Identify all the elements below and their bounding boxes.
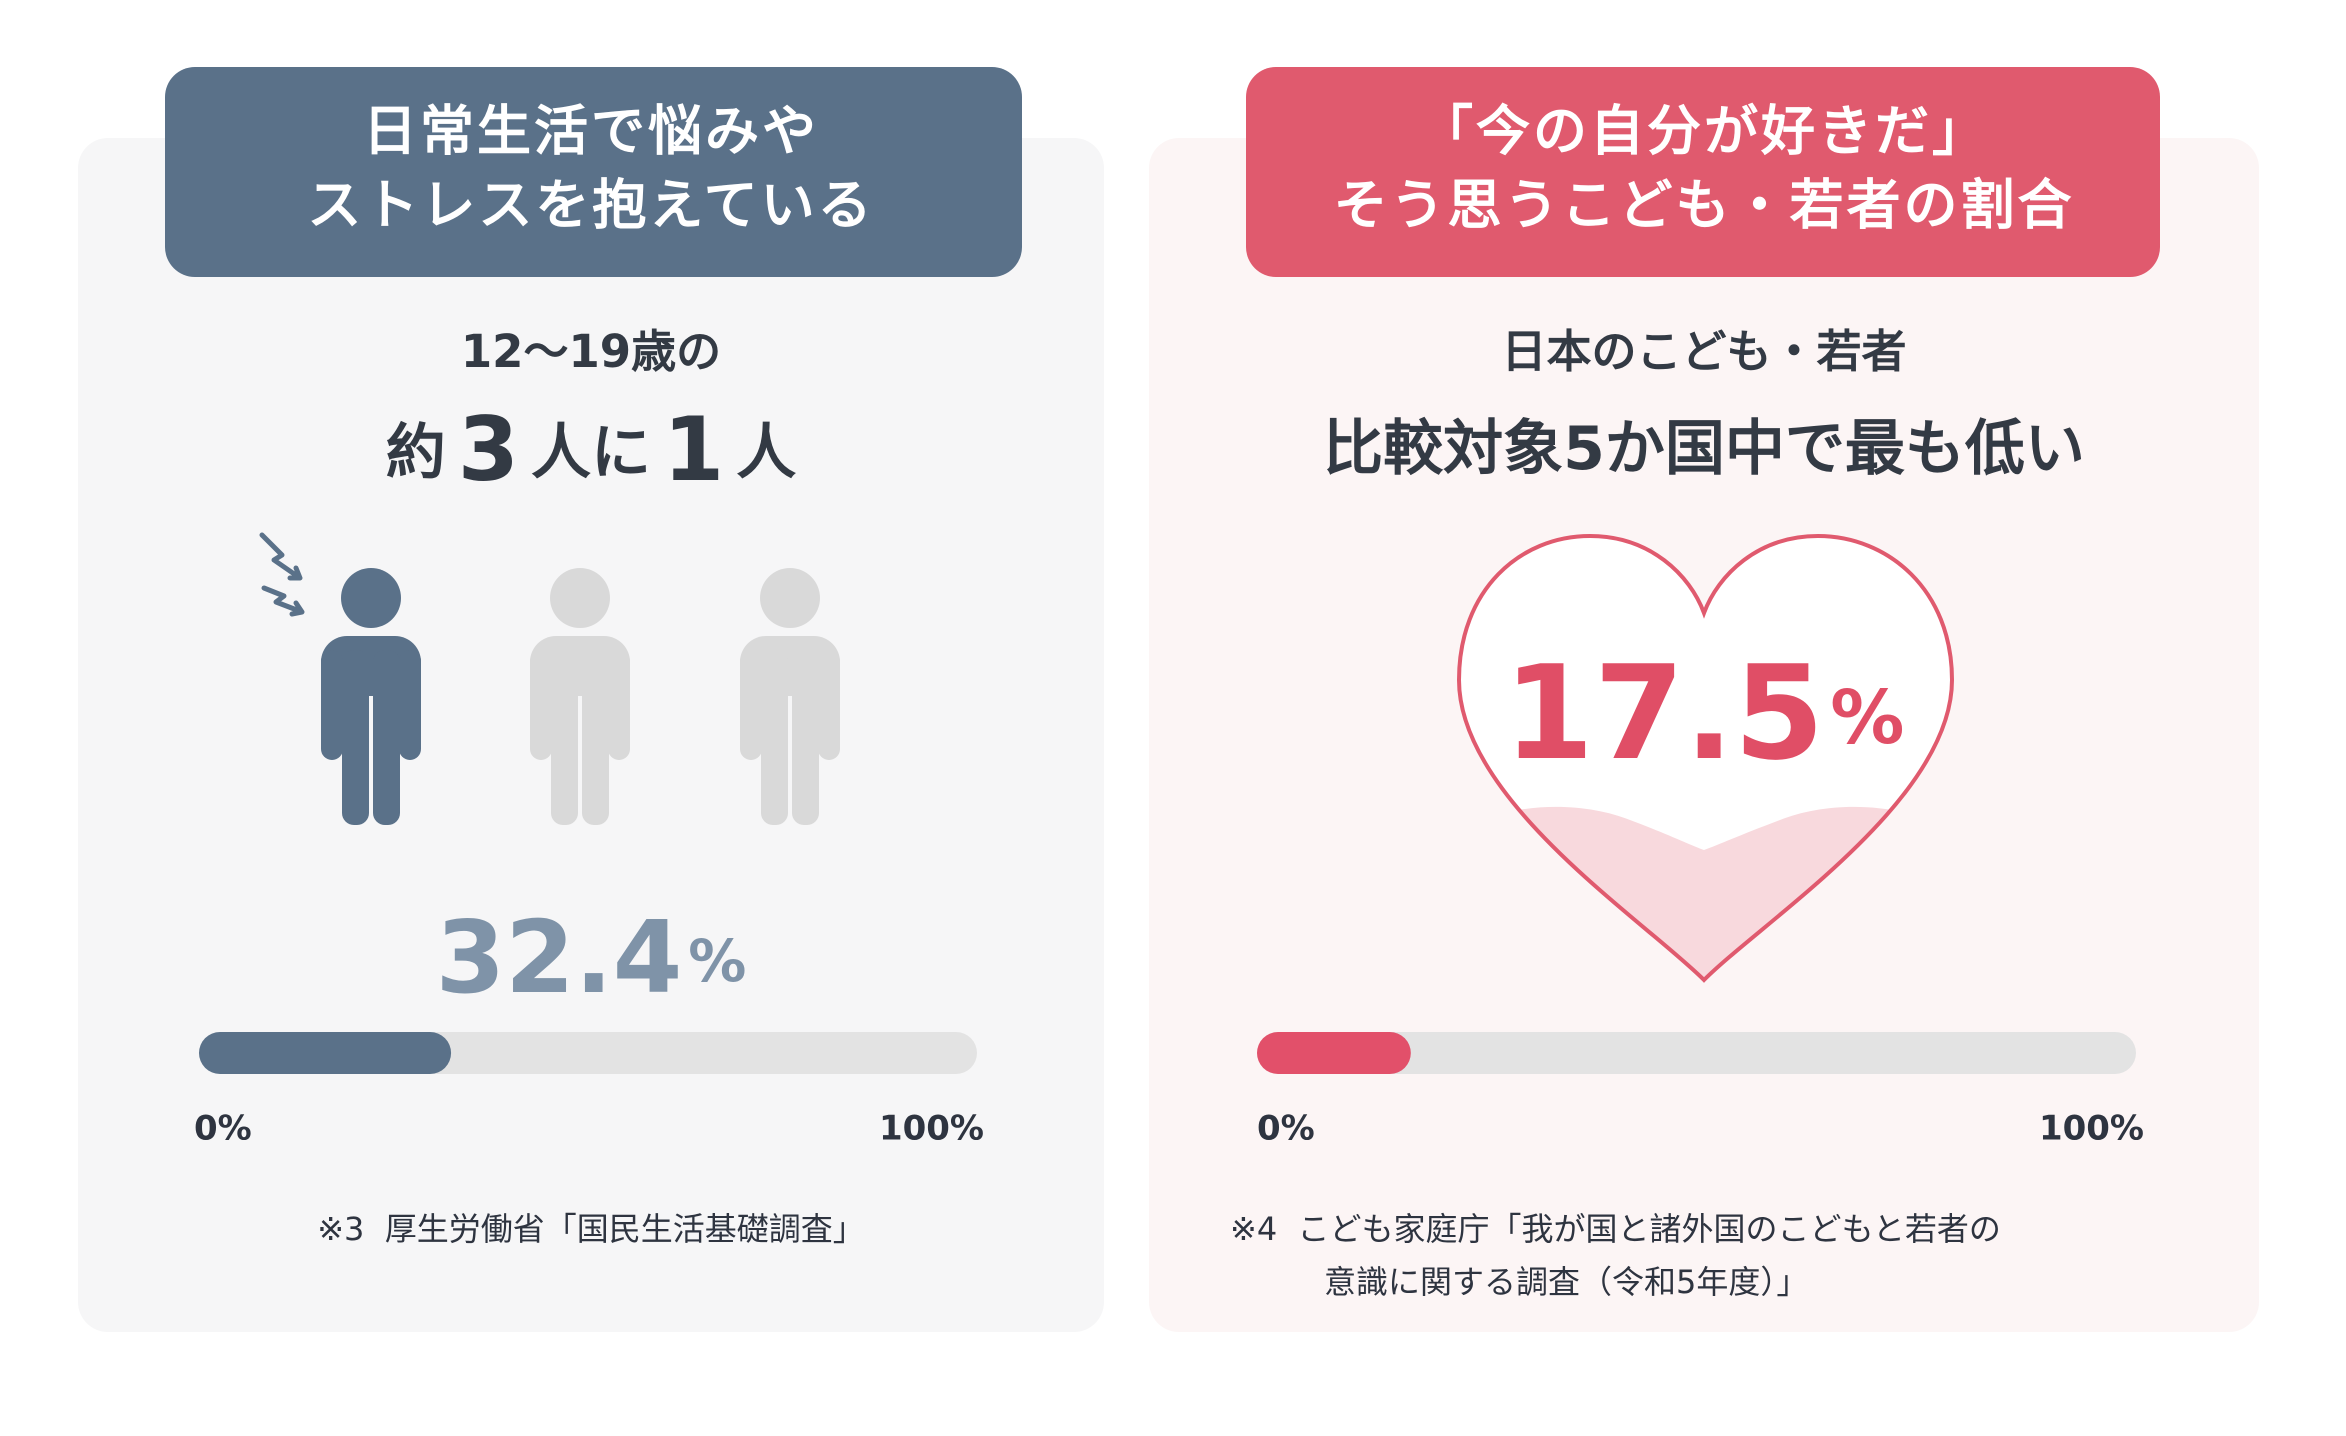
headline: 比較対象5か国中で最も低い	[1323, 414, 2085, 484]
percent: 17.5%	[1504, 637, 1905, 789]
footnote: ※4 こども家庭庁「我が国と諸外国のこどもと若者の	[1230, 1210, 2001, 1248]
scale-label: 0%	[194, 1109, 252, 1149]
headline-part: 比較対象5か国中で最も低い	[1323, 414, 2085, 484]
scale-label: 0%	[1257, 1109, 1315, 1149]
bar	[199, 1032, 452, 1074]
footnote: 意識に関する調査（令和5年度）」	[1324, 1263, 1808, 1301]
headline-part: 1	[663, 398, 724, 501]
header-text: 日常生活で悩みや	[363, 100, 819, 163]
bar	[1257, 1032, 1411, 1074]
headline: 約 3 人に 1 人	[386, 398, 796, 501]
header-text: そう思うこども・若者の割合	[1334, 174, 2075, 237]
percent-value: 32.4	[436, 899, 683, 1016]
footnote: ※3 厚生労働省「国民生活基礎調査」	[317, 1210, 865, 1248]
bar-track	[1257, 1032, 2136, 1074]
person-icon-highlight	[321, 568, 421, 825]
header-box-right	[1246, 67, 2160, 277]
header-box-left	[165, 67, 1022, 277]
headline-part: 約	[386, 418, 446, 488]
header-text: 「今の自分が好きだ」	[1419, 100, 1989, 163]
subtitle: 日本のこども・若者	[1501, 325, 1906, 378]
headline-part: 人	[736, 418, 796, 488]
scale-label: 100%	[2039, 1109, 2144, 1149]
headline-part: 人に	[531, 418, 651, 488]
header-text: ストレスを抱えている	[307, 174, 874, 237]
person-icon	[740, 568, 840, 825]
percent-unit: %	[1830, 675, 1904, 761]
percent-value: 17.5	[1504, 637, 1825, 789]
subtitle: 12〜19歳の	[461, 325, 721, 378]
person-icon	[530, 568, 630, 825]
heart-outline	[1456, 533, 1955, 983]
percent: 32.4%	[436, 899, 747, 1016]
scale-label: 100%	[879, 1109, 984, 1149]
percent-unit: %	[688, 927, 746, 995]
stress-icon	[259, 532, 305, 617]
headline-part: 3	[458, 398, 519, 501]
